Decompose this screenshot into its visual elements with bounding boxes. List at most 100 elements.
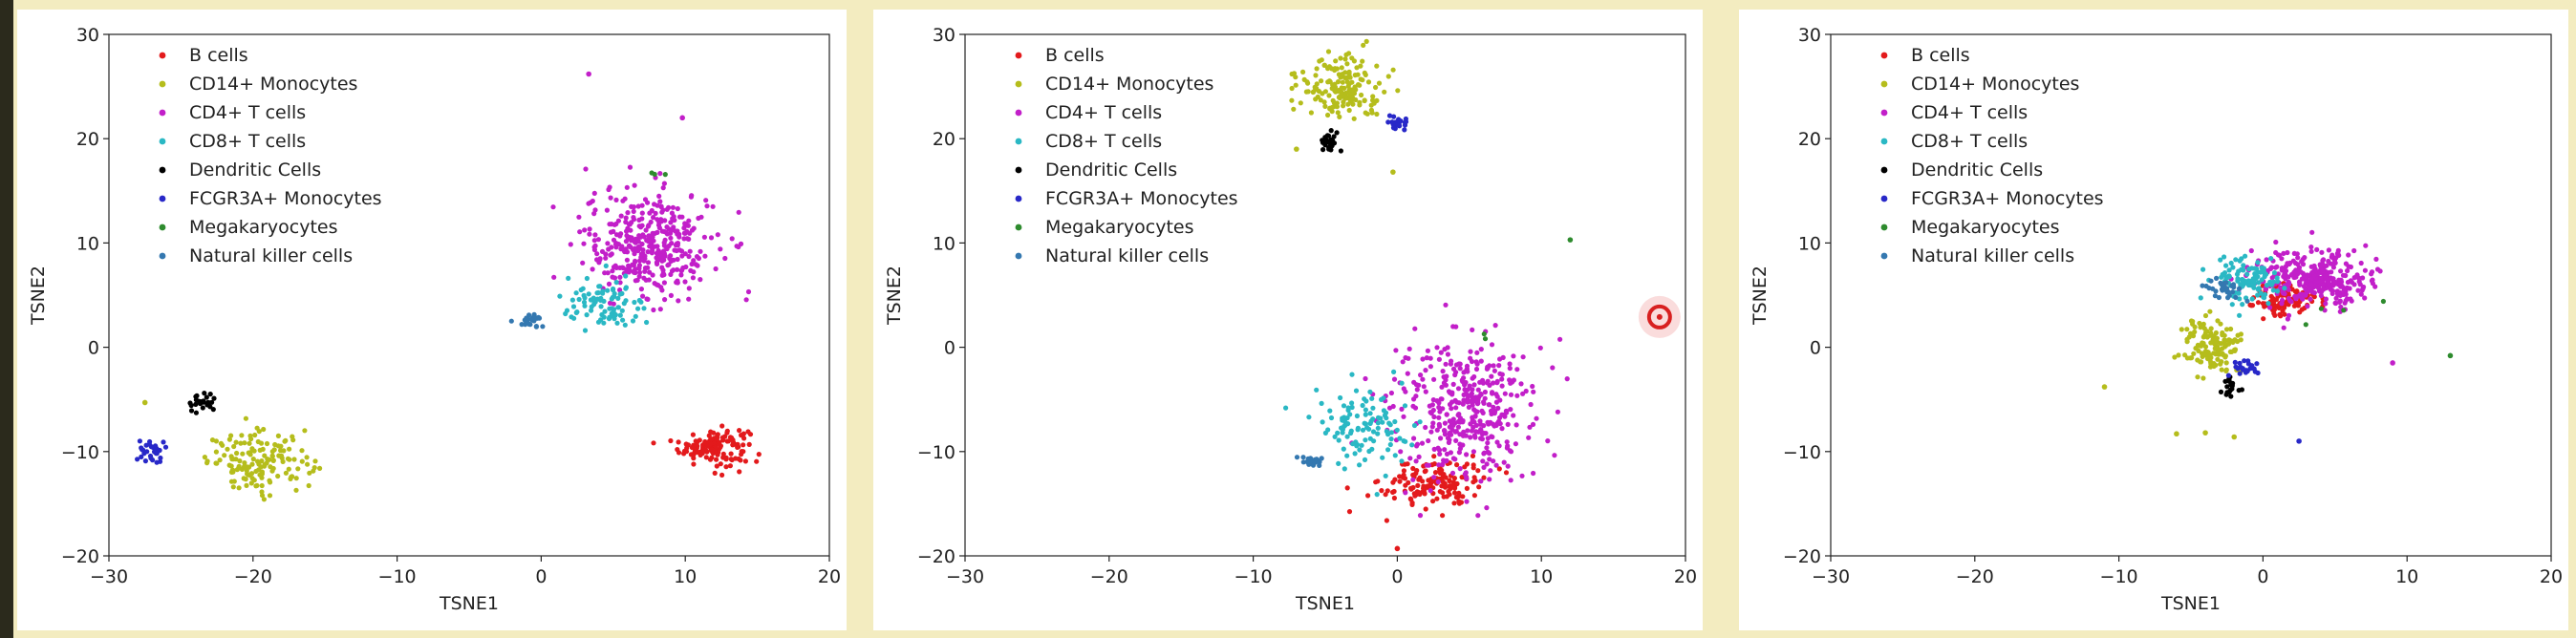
point-cd4-t-cells (1487, 402, 1492, 408)
point-cd4-t-cells (2308, 282, 2314, 287)
point-b-cells (2299, 307, 2305, 312)
point-b-cells (695, 443, 700, 449)
point-cd14-monocytes (283, 470, 289, 476)
point-cd14-monocytes (317, 465, 323, 471)
point-cd4-t-cells (1444, 451, 1450, 457)
point-cd4-t-cells (2268, 265, 2275, 270)
x-tick-label: 0 (535, 566, 547, 587)
point-cd14-monocytes (1358, 63, 1363, 69)
point-fcgr3a-monocytes (1395, 122, 1401, 128)
x-tick-label: −10 (1234, 566, 1273, 587)
point-cd4-t-cells (679, 267, 685, 273)
point-cd4-t-cells (690, 275, 697, 281)
point-fcgr3a-monocytes (147, 438, 153, 445)
x-tick-label: 10 (674, 566, 697, 587)
point-cd4-t-cells (659, 258, 665, 264)
point-cd4-t-cells (604, 207, 611, 213)
point-cd4-t-cells (647, 244, 653, 249)
point-cd8-t-cells (1349, 404, 1355, 411)
point-b-cells (1439, 483, 1445, 489)
point-cd8-t-cells (2241, 263, 2246, 268)
point-cd4-t-cells (654, 282, 659, 287)
point-cd4-t-cells (1436, 462, 1442, 468)
point-natural-killer-cells (2233, 294, 2239, 300)
point-cd8-t-cells (1344, 434, 1350, 439)
point-cd4-t-cells (676, 298, 681, 304)
point-natural-killer-cells (527, 322, 533, 328)
point-cd4-t-cells (631, 217, 637, 223)
point-b-cells (1431, 454, 1437, 459)
point-b-cells (704, 443, 710, 449)
point-cd14-monocytes (247, 464, 252, 470)
point-cd4-t-cells (1426, 437, 1431, 444)
point-fcgr3a-monocytes (2237, 371, 2243, 376)
point-cd4-t-cells (2326, 247, 2331, 253)
point-cd8-t-cells (1341, 403, 1347, 409)
point-cd4-t-cells (1401, 414, 1406, 419)
point-cd4-t-cells (682, 221, 688, 226)
point-cd4-t-cells (1430, 420, 1436, 426)
point-cd14-monocytes (2214, 335, 2220, 341)
point-cd4-t-cells (1453, 437, 1459, 443)
legend-label: Natural killer cells (189, 245, 353, 266)
point-cd4-t-cells (645, 260, 652, 266)
point-cd14-monocytes (259, 482, 265, 489)
point-cd4-t-cells (683, 264, 689, 270)
point-cd4-t-cells (1464, 452, 1470, 457)
legend-marker (1015, 109, 1022, 117)
point-cd4-t-cells (2332, 300, 2338, 306)
point-cd4-t-cells (1406, 346, 1412, 351)
point-dendritic-cells (1322, 142, 1328, 148)
point-cd4-t-cells (2285, 249, 2290, 256)
point-cd8-t-cells (644, 319, 650, 326)
point-cd4-t-cells (662, 218, 668, 223)
point-cd14-monocytes (2199, 343, 2204, 349)
point-natural-killer-cells (540, 324, 546, 330)
point-cd14-monocytes (305, 461, 311, 467)
point-cd4-t-cells (621, 246, 627, 253)
point-fcgr3a-monocytes (2225, 372, 2231, 378)
point-cd14-monocytes (256, 429, 262, 435)
point-cd4-t-cells (591, 190, 597, 196)
point-cd14-monocytes (260, 446, 266, 452)
point-cd4-t-cells (686, 286, 692, 291)
point-cd14-monocytes (1349, 95, 1356, 100)
point-cd4-t-cells (729, 236, 735, 242)
x-axis-label: TSNE1 (2160, 593, 2221, 614)
legend-marker (1015, 223, 1022, 231)
point-cd4-t-cells (582, 227, 588, 233)
point-cd4-t-cells (1461, 392, 1467, 397)
point-cd4-t-cells (2341, 287, 2347, 293)
point-cd4-t-cells (568, 242, 573, 247)
point-fcgr3a-monocytes (2254, 361, 2260, 367)
point-cd4-t-cells (1519, 473, 1525, 478)
point-fcgr3a-monocytes (2237, 360, 2243, 366)
point-cd4-t-cells (1504, 410, 1510, 415)
point-cd4-t-cells (590, 266, 595, 272)
point-cd14-monocytes (218, 440, 224, 446)
point-b-cells (703, 455, 709, 460)
point-b-cells (689, 445, 696, 451)
point-dendritic-cells (2226, 376, 2232, 382)
point-cd4-t-cells (2279, 267, 2285, 273)
point-b-cells (1471, 475, 1477, 480)
point-cd14-monocytes (2195, 374, 2200, 380)
point-cd4-t-cells (1430, 397, 1436, 403)
x-tick-label: −20 (1956, 566, 1994, 587)
point-cd4-t-cells (646, 223, 652, 228)
point-cd4-t-cells (550, 204, 556, 210)
point-cd4-t-cells (2309, 229, 2315, 235)
scatter-panel-3: −30 −20 −10 0 10 20 −20 −10 0 10 20 30 TSNE1 TSNE2 B c… (1739, 10, 2568, 630)
point-cd14-monocytes (1339, 85, 1344, 91)
point-cd4-t-cells (715, 232, 720, 238)
point-megakaryocytes (662, 172, 668, 178)
point-cd14-monocytes (1361, 42, 1366, 49)
point-cd4-t-cells (1428, 364, 1433, 370)
point-dendritic-cells (204, 401, 210, 407)
point-b-cells (699, 446, 706, 452)
point-dendritic-cells (1328, 128, 1334, 134)
point-cd4-t-cells (1450, 456, 1456, 461)
point-cd14-monocytes (248, 436, 254, 442)
x-tick-label: 0 (1391, 566, 1403, 587)
